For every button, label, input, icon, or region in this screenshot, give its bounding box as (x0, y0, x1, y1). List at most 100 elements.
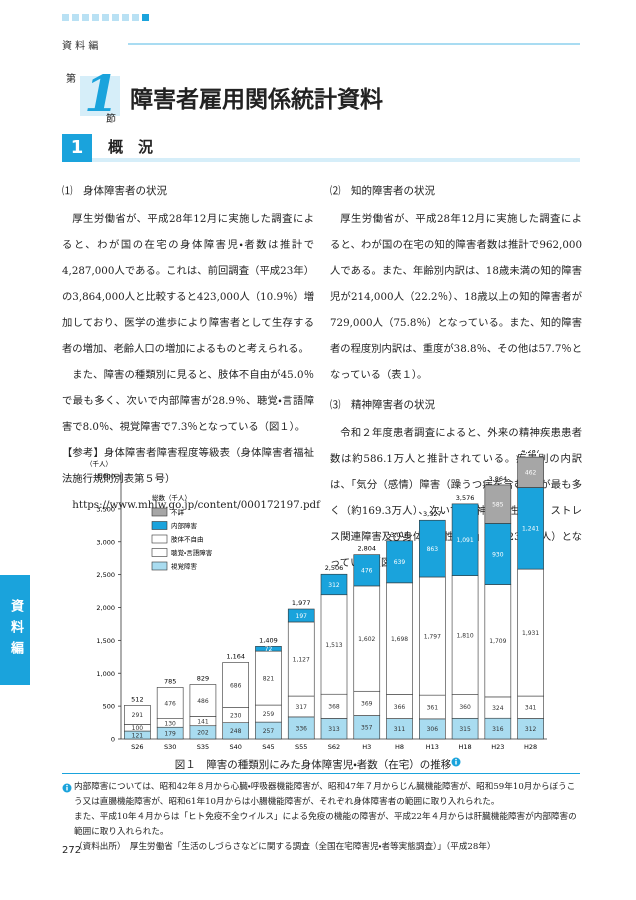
bar-segment (517, 487, 544, 570)
segment-label: 360 (459, 704, 471, 711)
heading-box (62, 134, 92, 162)
note-rule (62, 773, 580, 774)
legend-label: 不詳 (171, 508, 185, 517)
reference: 【参考】身体障害者障害程度等級表（身体障害者福祉法施行規則別表第５号） (62, 447, 314, 485)
total-label: 2,506 (325, 564, 344, 572)
y-tick-label: 500 (103, 703, 115, 711)
total-label: 3,864 (489, 475, 508, 483)
segment-label: 72 (265, 646, 273, 653)
segment-label: 1,127 (293, 656, 310, 663)
segment-label: 313 (328, 726, 340, 733)
bar-segment (451, 575, 479, 695)
subheading: ⑵ 知的障害者の状況 (330, 185, 435, 197)
segment-label: 312 (525, 726, 537, 733)
total-label: 1,409 (259, 636, 278, 644)
chapter-suffix: 節 (106, 114, 116, 125)
segment-label: 197 (296, 613, 308, 620)
heading-number: 1 (70, 137, 84, 158)
segment-label: 306 (427, 726, 439, 733)
bar-segment (517, 456, 544, 488)
segment-label: 311 (394, 726, 406, 733)
segment-label: 1,698 (391, 636, 408, 643)
segment-label: 1,091 (456, 537, 473, 544)
segment-label: 316 (492, 726, 504, 733)
subheading: ⑴ 身体障害者の状況 (62, 185, 167, 197)
header-squares (62, 14, 149, 21)
segment-label: 312 (328, 582, 340, 589)
segment-label: 585 (492, 501, 504, 508)
bar-segment (386, 540, 413, 584)
x-tick-label: S26 (131, 743, 143, 751)
left-column: ⑴ 身体障害者の状況 厚生労働省が、平成28年12月に実施した調査によると、わが… (62, 180, 320, 518)
x-tick-label: S40 (229, 743, 241, 751)
paragraph: また、障害の種類別に見ると、肢体不自由が45.0％で最も多く、次いで内部障害が2… (62, 369, 314, 433)
bar-segment (517, 568, 544, 697)
total-label: 3,576 (456, 494, 475, 502)
total-label: 829 (197, 674, 209, 682)
bar-segment (156, 687, 184, 719)
segment-label: 230 (230, 712, 242, 719)
bar-segment (124, 705, 151, 725)
x-tick-label: H8 (395, 743, 404, 751)
segment-label: 476 (361, 568, 373, 575)
y-tick-label: 0 (111, 736, 115, 744)
total-label: 512 (131, 695, 143, 703)
x-tick-label: H23 (491, 743, 504, 751)
x-tick-label: S30 (164, 743, 176, 751)
legend-label: 視覚障害 (171, 562, 198, 571)
legend-label: 聴覚・言語障害 (171, 548, 213, 557)
x-tick-label: H3 (362, 743, 371, 751)
segment-label: 930 (492, 551, 504, 558)
x-tick-label: S45 (262, 743, 274, 751)
segment-label: 357 (361, 725, 373, 732)
segment-label: 100 (132, 725, 144, 732)
segment-label: 476 (164, 700, 176, 707)
legend-swatch (151, 507, 168, 517)
chapter-bg (80, 76, 120, 116)
chapter-number: 1 (84, 64, 119, 123)
bar-segment (419, 519, 446, 578)
segment-label: 1,709 (489, 638, 506, 645)
x-tick-label: S35 (197, 743, 209, 751)
segment-label: 1,931 (522, 630, 539, 637)
bar-segment (353, 690, 381, 716)
segment-label: 863 (427, 546, 439, 553)
page-number: 272 (62, 845, 82, 856)
total-label: 3,327 (423, 510, 442, 518)
segment-label: 1,513 (325, 642, 342, 649)
segment-label: 317 (296, 704, 308, 711)
chapter-title: 障害者雇用関係統計資料 (130, 86, 383, 113)
bar-segment (255, 650, 282, 706)
segment-label: 486 (197, 698, 209, 705)
segment-label: 248 (230, 728, 242, 735)
bar-segment (451, 503, 479, 576)
chapter-prefix: 第 (66, 74, 76, 85)
bar-segment (353, 585, 381, 692)
segment-label: 179 (164, 730, 176, 737)
segment-label: 336 (296, 725, 308, 732)
x-tick-label: S55 (295, 743, 307, 751)
bar-segment (484, 584, 512, 698)
segment-label: 341 (525, 705, 537, 712)
legend-title: 総数（千人） (152, 493, 191, 502)
segment-label: 324 (492, 705, 504, 712)
bar-segment (189, 684, 217, 717)
legend-swatch (151, 534, 168, 544)
x-tick-label: H28 (524, 743, 537, 751)
segment-label: 1,797 (424, 633, 441, 640)
bar-segment (419, 576, 446, 696)
segment-label: 121 (132, 732, 144, 739)
segment-label: 1,241 (522, 526, 539, 533)
header-graphics (62, 14, 580, 162)
heading-title: 概 況 (108, 138, 154, 156)
x-tick-label: S62 (328, 743, 340, 751)
bar-segment (484, 523, 512, 585)
segment-label: 369 (361, 701, 373, 708)
legend-swatch (151, 521, 168, 530)
note: また、平成10年４月からは「ヒト免疫不全ウイルス」による免疫の機能の障害が、平成… (74, 812, 577, 837)
x-tick-label: H18 (458, 743, 471, 751)
side-tab: 資料編 (0, 575, 30, 685)
total-label: 2,804 (357, 545, 376, 553)
note: 内部障害については、昭和42年８月から心臓・呼吸器機能障害が、昭和47年７月から… (74, 782, 576, 807)
